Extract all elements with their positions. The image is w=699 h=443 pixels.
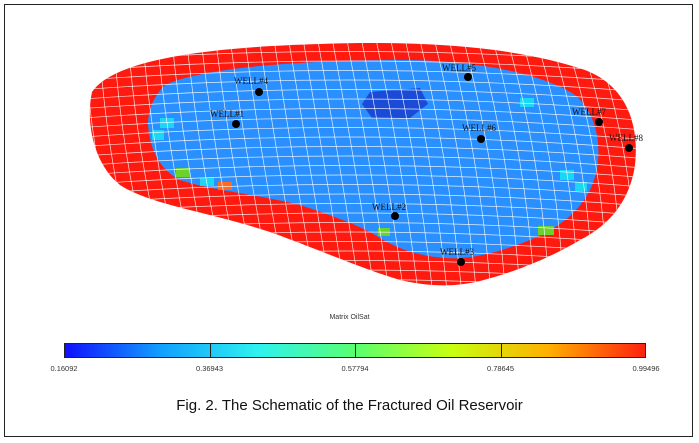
colorbar-tick-mark	[500, 343, 502, 358]
well-label: WELL#8	[609, 133, 643, 143]
grid-line-horizontal	[89, 89, 636, 103]
grid-line-vertical	[402, 43, 449, 286]
grid-line-vertical	[446, 43, 492, 286]
well-marker: WELL#3	[440, 247, 474, 266]
grid-line-vertical	[359, 43, 405, 286]
grid-line-horizontal	[89, 136, 636, 150]
grid-line-horizontal	[89, 60, 636, 74]
colorbar-title: Matrix OilSat	[329, 314, 370, 321]
well-label: WELL#4	[234, 76, 268, 86]
orange-cell	[218, 182, 232, 190]
grid-line-horizontal	[89, 174, 636, 188]
grid-line-horizontal	[89, 70, 636, 84]
well-marker: WELL#2	[372, 202, 406, 220]
figure-caption: Fig. 2. The Schematic of the Fractured O…	[176, 397, 523, 414]
well-label: WELL#7	[572, 107, 606, 117]
colorbar-tick-label: 0.36943	[195, 364, 224, 373]
cyan-cell	[200, 178, 214, 186]
colorbar-tick-label: 0.99496	[632, 364, 660, 373]
colorbar-tick-mark	[209, 343, 211, 358]
grid-line-horizontal	[89, 117, 636, 131]
low-saturation-patch	[362, 88, 428, 118]
grid-line-horizontal	[70, 298, 650, 311]
colorbar-tick-label: 0.78645	[486, 364, 515, 373]
well-label: WELL#1	[210, 109, 244, 119]
grid-line-vertical	[431, 43, 478, 286]
grid-line-vertical	[388, 43, 434, 286]
green-cell	[176, 168, 190, 177]
well-label: WELL#3	[440, 247, 474, 257]
grid-line-horizontal	[89, 98, 636, 112]
grid-line-vertical	[344, 43, 391, 286]
well-marker: WELL#7	[572, 107, 606, 126]
grid-line-horizontal	[89, 108, 636, 122]
well-marker: WELL#8	[609, 133, 643, 152]
grid-line-horizontal	[89, 269, 636, 283]
grid-line-vertical	[89, 43, 101, 286]
grid-line-horizontal	[70, 289, 650, 302]
grid-line-horizontal	[89, 279, 636, 286]
colorbar-tick-label: 0.57794	[341, 364, 369, 373]
grid-line-horizontal	[89, 165, 636, 179]
well-marker: WELL#1	[210, 109, 244, 128]
grid-line-vertical	[330, 43, 376, 286]
grid-line-vertical	[373, 43, 420, 286]
grid-line-vertical	[634, 43, 636, 286]
well-label: WELL#6	[462, 123, 496, 133]
well-label: WELL#5	[442, 63, 476, 73]
cyan-cell	[152, 130, 164, 140]
well-marker: WELL#5	[442, 63, 476, 81]
colorbar-tick-mark	[355, 343, 356, 358]
well-label: WELL#2	[372, 202, 406, 212]
green-cell	[538, 226, 554, 235]
cyan-cell	[575, 182, 587, 191]
grid-line-horizontal	[89, 146, 636, 160]
well-marker: WELL#6	[462, 123, 496, 143]
cyan-cell	[520, 98, 534, 107]
grid-line-horizontal	[89, 127, 636, 141]
grid-line-vertical	[315, 43, 362, 286]
colorbar-tick-label: 0.16092	[50, 364, 78, 373]
grid-line-horizontal	[89, 184, 636, 198]
well-marker: WELL#4	[234, 76, 268, 96]
grid-line-horizontal	[89, 155, 636, 169]
grid-line-horizontal	[89, 79, 636, 93]
